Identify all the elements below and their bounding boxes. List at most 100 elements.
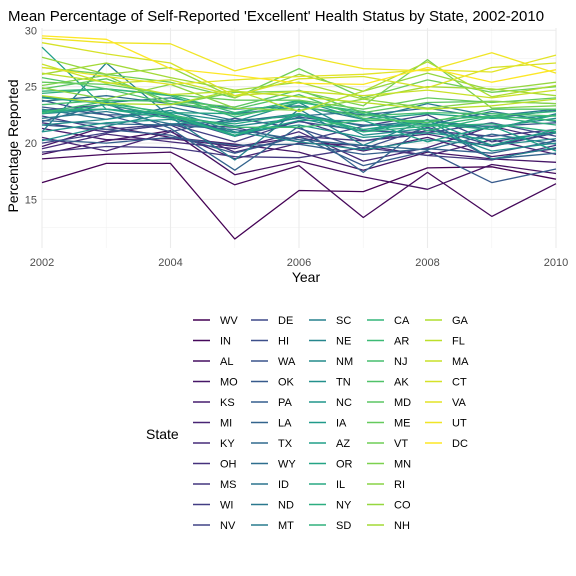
legend-label: NE [336,336,351,348]
series-line-ma [41,63,557,99]
legend-item-tx: TX [251,438,293,450]
legend-item-ms: MS [193,479,237,491]
x-axis-ticks: 2002 2004 2006 2008 2010 [30,257,568,269]
legend-title: State [146,426,179,442]
legend-item-ga: GA [425,315,469,327]
legend-items: WV IN AL MO KS MI KY OH MS WI NV DE HI WA OK PA LA TX WY ID… [193,315,469,532]
legend-item-ma: MA [425,356,469,368]
legend-label: WV [220,315,238,327]
legend-label: MN [394,459,411,471]
legend-item-la: LA [251,418,292,430]
legend-label: WI [220,500,233,512]
series-line-nh [41,62,557,100]
x-tick-label: 2006 [287,257,311,269]
series-lines [41,35,557,240]
legend-label: ME [394,418,411,430]
series-line-va [41,54,557,86]
legend-label: OK [278,377,295,389]
legend-item-sc: SC [309,315,351,327]
series-line-wv [41,162,557,240]
series-line-in [41,151,557,219]
legend-label: MI [220,418,232,430]
legend-label: TN [336,377,351,389]
series-line-mi [41,131,557,160]
legend-item-mt: MT [251,520,294,532]
legend-item-ia: IA [309,418,347,430]
legend-item-in: IN [193,336,231,348]
series-line-ar [41,100,557,128]
legend-label: VT [394,438,408,450]
y-tick-label: 30 [25,25,37,37]
legend-item-oh: OH [193,459,237,471]
legend-label: DC [452,438,468,450]
legend-item-pa: PA [251,397,293,409]
series-line-ri [41,83,557,112]
legend-item-mn: MN [367,459,411,471]
legend-label: DE [278,315,293,327]
series-line-dc [41,35,557,86]
legend-item-nd: ND [251,500,294,512]
legend-label: MO [220,377,238,389]
legend-label: MA [452,356,469,368]
series-line-me [41,81,557,110]
x-tick-label: 2004 [158,257,182,269]
legend-item-ca: CA [367,315,410,327]
series-line-ct [41,42,557,97]
legend-item-al: AL [193,356,233,368]
legend-item-nm: NM [309,356,353,368]
legend-label: CO [394,500,411,512]
legend-label: LA [278,418,292,430]
legend-label: AR [394,336,409,348]
legend-label: CT [452,377,467,389]
legend-label: RI [394,479,405,491]
legend-item-ar: AR [367,336,409,348]
legend-item-id: ID [251,479,289,491]
legend-label: SD [336,520,351,532]
x-axis-title: Year [292,269,321,285]
legend-label: NJ [394,356,407,368]
legend-item-ak: AK [367,377,409,389]
legend-label: NH [394,520,410,532]
series-line-ut [41,37,557,74]
y-tick-label: 20 [25,138,37,150]
legend-item-vt: VT [367,438,408,450]
legend-item-ut: UT [425,418,467,430]
legend-label: CA [394,315,410,327]
y-axis-ticks: 15 20 25 30 [25,25,37,206]
series-line-tx [41,119,557,151]
legend-label: KY [220,438,235,450]
series-line-az [41,46,557,152]
legend-item-wa: WA [251,356,296,368]
series-line-ks [41,127,557,158]
legend-item-sd: SD [309,520,351,532]
series-line-ms [41,144,557,161]
legend-label: AL [220,356,233,368]
legend-item-ne: NE [309,336,351,348]
legend-item-tn: TN [309,377,351,389]
legend-item-mi: MI [193,418,232,430]
legend-item-de: DE [251,315,293,327]
legend-label: VA [452,397,467,409]
series-line-ca [41,88,557,127]
legend-item-ri: RI [367,479,405,491]
legend-item-dc: DC [425,438,468,450]
legend-item-md: MD [367,397,411,409]
legend-label: TX [278,438,293,450]
series-line-ga [41,61,557,113]
legend-label: IL [336,479,345,491]
legend-item-nj: NJ [367,356,407,368]
legend-item-hi: HI [251,336,289,348]
legend-item-nv: NV [193,520,236,532]
legend-label: OH [220,459,237,471]
legend-label: NV [220,520,236,532]
legend-item-wv: WV [193,315,238,327]
legend-label: WA [278,356,296,368]
legend-label: ID [278,479,289,491]
legend-label: NC [336,397,352,409]
legend-label: GA [452,315,469,327]
legend-label: NM [336,356,353,368]
x-tick-label: 2010 [544,257,568,269]
y-tick-label: 25 [25,82,37,94]
legend-item-nc: NC [309,397,352,409]
